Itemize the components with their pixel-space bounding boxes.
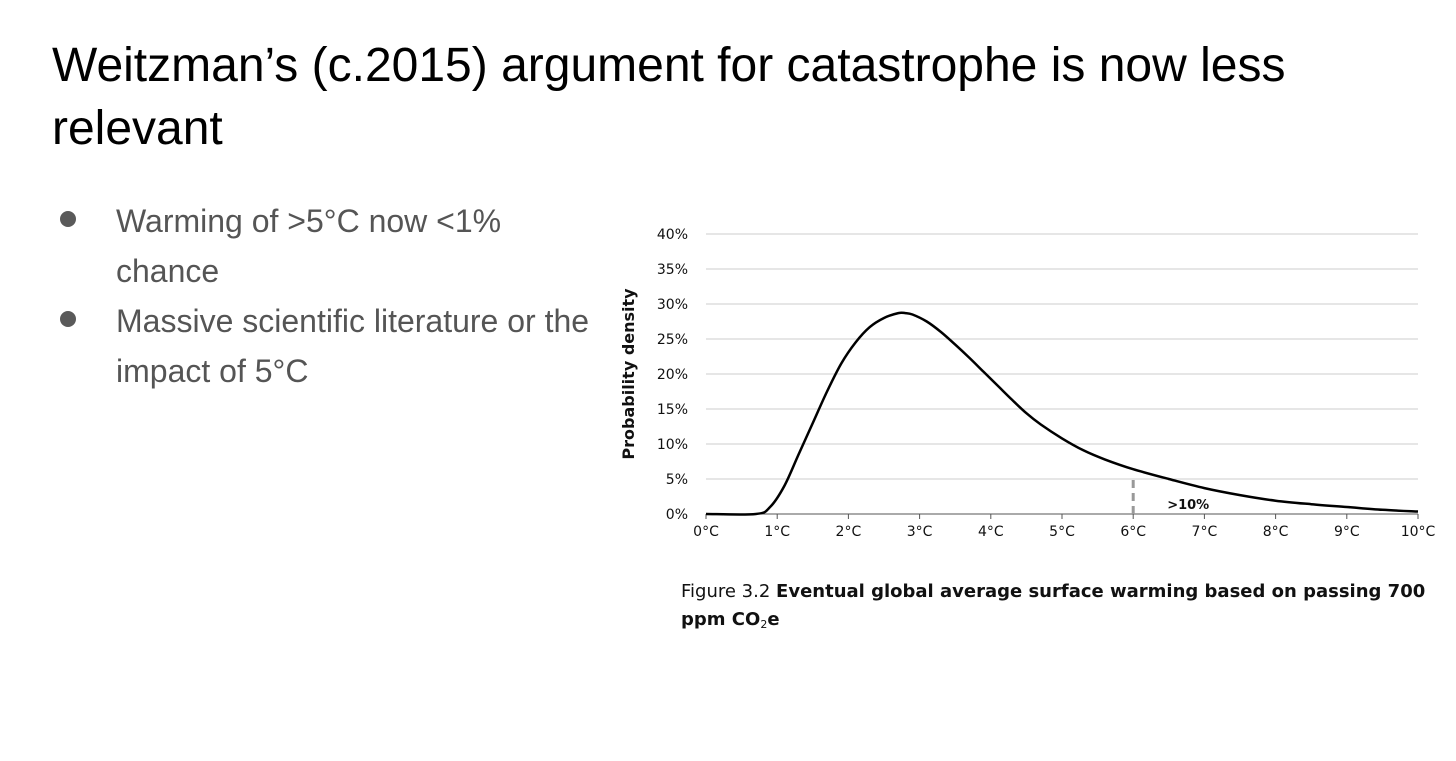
y-tick-label: 25% xyxy=(657,332,688,348)
x-tick-label: 1°C xyxy=(764,524,790,540)
caption-prefix: Figure 3.2 xyxy=(681,581,771,602)
probability-density-chart: 0% 5% 10% 15% 20% 25% 30% 35% 40% 0°C 1°C 2°C 3°C 4°C… xyxy=(619,227,1436,540)
chart-container: 0% 5% 10% 15% 20% 25% 30% 35% 40% 0°C 1°C 2°C 3°C 4°C… xyxy=(610,210,1456,550)
y-tick-label: 30% xyxy=(657,297,688,313)
y-tick-label: 10% xyxy=(657,437,688,453)
x-tick-label: 7°C xyxy=(1192,524,1218,540)
bullet-list: Warming of >5°C now <1% chance Massive s… xyxy=(52,196,612,396)
x-tick-label: 9°C xyxy=(1334,524,1360,540)
caption-suffix: e xyxy=(767,609,780,630)
x-tick-label: 8°C xyxy=(1263,524,1289,540)
x-tick-label: 0°C xyxy=(693,524,719,540)
caption-bold: Eventual global average surface warming … xyxy=(681,581,1426,630)
y-tick-label: 15% xyxy=(657,402,688,418)
density-curve xyxy=(705,311,1419,516)
y-axis-title: Probability density xyxy=(619,288,638,460)
y-tick-label: 35% xyxy=(657,262,688,278)
y-tick-label: 0% xyxy=(666,507,688,523)
caption-subscript: 2 xyxy=(760,618,768,631)
bullet-text: Massive scientific literature or the imp… xyxy=(116,303,590,389)
slide-title: Weitzman’s (c.2015) argument for catastr… xyxy=(52,39,1286,155)
x-tick-label: 3°C xyxy=(907,524,933,540)
bullet-text: Warming of >5°C now <1% chance xyxy=(116,203,502,289)
y-tick-label: 5% xyxy=(666,472,688,488)
y-tick-label: 40% xyxy=(657,227,688,243)
x-tick-label: 6°C xyxy=(1120,524,1146,540)
tail-probability-label: >10% xyxy=(1167,498,1209,513)
bullet-item: Warming of >5°C now <1% chance xyxy=(52,196,612,296)
y-tick-label: 20% xyxy=(657,367,688,383)
x-tick-label: 10°C xyxy=(1401,524,1436,540)
bullet-dot-icon xyxy=(60,311,76,327)
bullet-item: Massive scientific literature or the imp… xyxy=(52,296,612,396)
x-tick-label: 5°C xyxy=(1049,524,1075,540)
figure-caption: Figure 3.2 Eventual global average surfa… xyxy=(681,578,1441,639)
x-tick-label: 2°C xyxy=(836,524,862,540)
bullet-dot-icon xyxy=(60,211,76,227)
x-tick-label: 4°C xyxy=(978,524,1004,540)
